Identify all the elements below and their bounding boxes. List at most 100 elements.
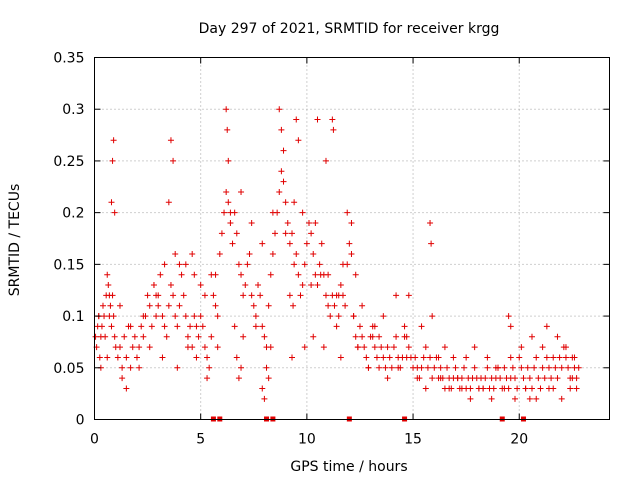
data-point — [352, 333, 359, 340]
y-axis-label: SRMTID / TECUs — [7, 184, 23, 297]
data-point — [136, 364, 143, 371]
data-point — [246, 251, 253, 258]
data-point — [116, 344, 123, 351]
data-point — [92, 333, 99, 340]
data-point — [363, 354, 370, 361]
data-point — [278, 126, 285, 133]
data-point — [265, 375, 272, 382]
data-point — [511, 395, 518, 402]
data-point — [418, 323, 425, 330]
data-point — [131, 333, 138, 340]
data-point — [102, 333, 109, 340]
data-point — [380, 354, 387, 361]
data-point — [526, 395, 533, 402]
data-point — [96, 354, 103, 361]
data-point — [371, 323, 378, 330]
data-point — [114, 354, 121, 361]
data-point — [284, 219, 291, 226]
data-point — [335, 313, 342, 320]
x-tick-label: 0 — [90, 432, 99, 448]
data-point — [238, 364, 245, 371]
data-point — [155, 302, 162, 309]
data-point — [218, 230, 225, 237]
data-point — [161, 261, 168, 268]
data-point — [150, 282, 157, 289]
data-point — [390, 344, 397, 351]
data-point — [255, 282, 262, 289]
data-point — [412, 354, 419, 361]
data-point — [435, 354, 442, 361]
data-point — [98, 323, 105, 330]
data-point — [567, 385, 574, 392]
data-point — [545, 364, 552, 371]
data-point — [312, 219, 319, 226]
data-point — [276, 106, 283, 113]
data-point — [330, 126, 337, 133]
data-point — [240, 333, 247, 340]
data-point — [458, 385, 465, 392]
data-point — [223, 188, 230, 195]
data-point — [535, 375, 542, 382]
data-point — [144, 292, 151, 299]
data-point — [269, 209, 276, 216]
data-point — [539, 364, 546, 371]
data-point — [369, 333, 376, 340]
data-points — [92, 106, 582, 402]
data-point — [235, 375, 242, 382]
data-point — [261, 395, 268, 402]
data-point — [518, 364, 525, 371]
data-point — [528, 385, 535, 392]
data-point — [318, 240, 325, 247]
data-point — [178, 271, 185, 278]
data-point — [170, 157, 177, 164]
y-tick-label: 0.3 — [62, 102, 84, 118]
data-point — [531, 364, 538, 371]
data-point — [545, 385, 552, 392]
data-point — [199, 323, 206, 330]
data-point — [244, 261, 251, 268]
data-point — [325, 271, 332, 278]
data-point — [174, 364, 181, 371]
data-point — [376, 364, 383, 371]
data-point — [208, 333, 215, 340]
data-point — [297, 292, 304, 299]
data-point — [373, 354, 380, 361]
data-point — [543, 323, 550, 330]
data-point — [308, 230, 315, 237]
data-point — [514, 385, 521, 392]
data-point — [320, 344, 327, 351]
data-point — [371, 344, 378, 351]
data-point — [335, 292, 342, 299]
data-point — [148, 323, 155, 330]
data-point — [322, 292, 329, 299]
data-point — [562, 344, 569, 351]
data-point — [446, 385, 453, 392]
data-point — [214, 344, 221, 351]
data-point — [291, 261, 298, 268]
data-point — [507, 323, 514, 330]
data-point — [429, 375, 436, 382]
data-point — [490, 385, 497, 392]
data-point — [501, 364, 508, 371]
data-point — [163, 333, 170, 340]
data-point — [422, 344, 429, 351]
y-tick-label: 0.05 — [53, 361, 84, 377]
data-point — [401, 333, 408, 340]
data-point — [378, 344, 385, 351]
x-axis-label: GPS time / hours — [290, 459, 407, 475]
data-point — [484, 364, 491, 371]
data-point — [167, 282, 174, 289]
data-point — [206, 364, 213, 371]
data-point — [257, 292, 264, 299]
data-point — [153, 313, 160, 320]
data-point — [316, 261, 323, 268]
data-point — [403, 354, 410, 361]
data-point — [161, 323, 168, 330]
data-point — [314, 282, 321, 289]
data-point — [265, 302, 272, 309]
data-point — [210, 292, 217, 299]
data-point — [501, 385, 508, 392]
data-point — [484, 354, 491, 361]
data-point — [380, 313, 387, 320]
data-point — [522, 385, 529, 392]
